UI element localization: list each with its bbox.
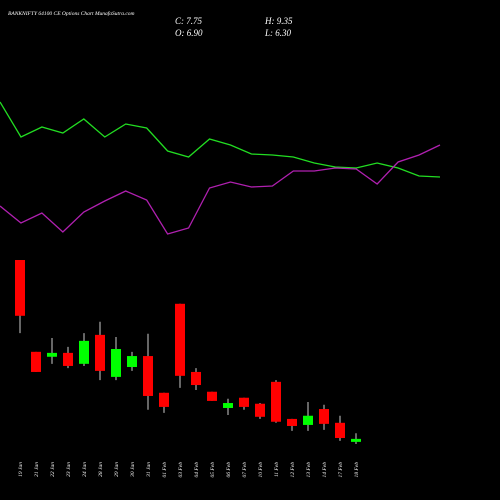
x-tick-label: 06 Feb (226, 462, 232, 478)
candle-body (191, 371, 201, 386)
candle-body (207, 391, 217, 401)
x-tick-label: 31 Jan (146, 462, 152, 478)
candle-body (351, 438, 361, 442)
x-tick-label: 05 Feb (210, 462, 216, 478)
candle-body (111, 348, 121, 377)
x-tick-label: 23 Jan (66, 462, 72, 477)
candle-body (335, 422, 345, 438)
x-tick-label: 22 Jan (50, 462, 56, 477)
x-tick-label: 29 Jan (114, 462, 120, 477)
candle-body (271, 381, 281, 422)
x-tick-label: 07 Feb (242, 462, 248, 478)
x-tick-label: 14 Feb (321, 462, 328, 478)
low-text: L: 6.30 (264, 28, 292, 38)
candle-body (63, 352, 73, 366)
candle-body (15, 260, 25, 316)
x-tick-label: 17 Feb (338, 462, 344, 478)
candle-body (159, 392, 169, 407)
close-text: C: 7.75 (175, 16, 203, 26)
x-tick-label: 13 Feb (306, 462, 312, 478)
candle-body (223, 403, 233, 408)
candle-body (239, 397, 249, 407)
x-tick-label: 12 Feb (290, 462, 296, 478)
candle-body (143, 356, 153, 396)
x-tick-label: 19 Jan (18, 462, 24, 477)
candle-body (31, 351, 41, 372)
high-text: H: 9.35 (264, 16, 293, 26)
x-tick-label: 18 Feb (354, 462, 360, 478)
candle-body (303, 415, 313, 425)
x-tick-label: 28 Jan (98, 462, 104, 477)
x-tick-label: 03 Feb (178, 462, 184, 478)
x-tick-label: 21 Jan (34, 462, 40, 477)
x-tick-label: 11 Feb (274, 462, 280, 477)
x-tick-label: 10 Feb (258, 462, 264, 478)
indicator-line (0, 144, 441, 235)
candle-body (287, 418, 297, 426)
open-text: O: 6.90 (175, 28, 203, 38)
candle-body (175, 303, 185, 376)
candle-body (95, 334, 105, 371)
candle-body (319, 409, 329, 424)
x-tick-label: 04 Feb (193, 462, 200, 478)
indicator-line (0, 101, 441, 178)
x-tick-label: 24 Jan (81, 462, 88, 477)
x-tick-label: 30 Jan (130, 462, 136, 478)
chart-title: BANKNIFTY 64100 CE Options Chart MunafaS… (8, 10, 135, 17)
x-tick-label: 01 Feb (162, 462, 168, 478)
candle-body (255, 403, 265, 417)
candle-body (127, 356, 137, 368)
candle-body (79, 340, 89, 364)
candle-body (47, 352, 57, 357)
